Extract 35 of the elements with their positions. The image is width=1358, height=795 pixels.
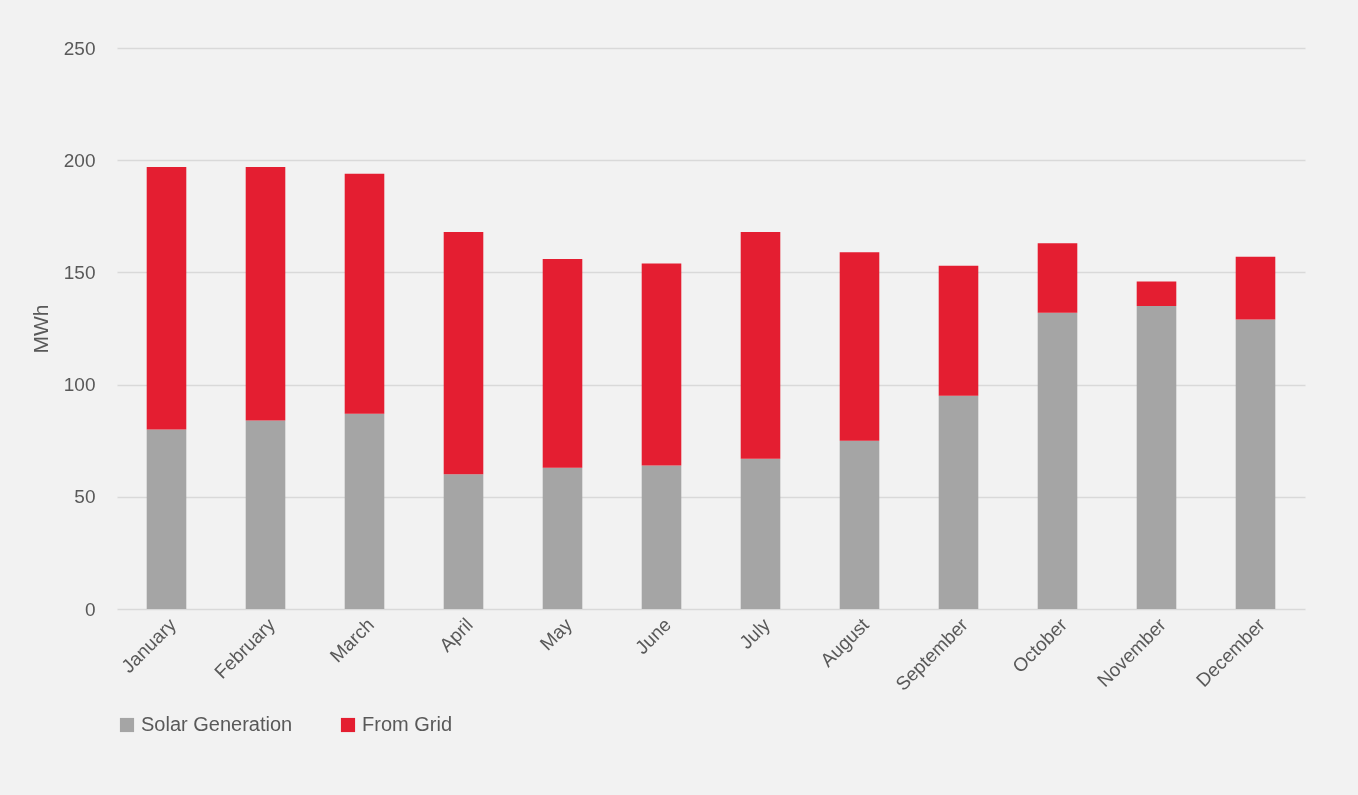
- bar: [839, 252, 880, 441]
- y-tick-label: 50: [74, 486, 96, 508]
- x-tick-label: July: [735, 613, 775, 653]
- bar: [740, 458, 781, 609]
- bar: [245, 420, 286, 609]
- x-tick-label: May: [535, 613, 577, 655]
- bar: [1235, 256, 1276, 320]
- y-tick-label: 250: [63, 37, 96, 59]
- bar: [542, 258, 583, 468]
- bar: [839, 440, 880, 609]
- bar: [740, 232, 781, 459]
- legend-label: Solar Generation: [141, 713, 293, 735]
- bar: [1037, 243, 1078, 313]
- bar: [641, 465, 682, 609]
- y-tick-label: 0: [84, 598, 96, 620]
- bar: [1037, 312, 1078, 609]
- y-tick-label: 100: [63, 374, 96, 396]
- bar: [146, 166, 187, 430]
- bar: [1136, 306, 1177, 609]
- bar: [542, 467, 583, 609]
- bar: [443, 232, 484, 475]
- y-tick-label: 150: [63, 261, 96, 283]
- bar: [1136, 281, 1177, 307]
- bar: [245, 166, 286, 421]
- y-axis-title: MWh: [28, 304, 52, 354]
- bar: [938, 395, 979, 609]
- bar: [344, 413, 385, 609]
- bar: [1235, 319, 1276, 609]
- bar: [146, 429, 187, 609]
- bar: [641, 263, 682, 466]
- bar: [443, 474, 484, 609]
- bar: [344, 173, 385, 414]
- bar: [938, 265, 979, 396]
- legend-label: From Grid: [362, 713, 452, 735]
- y-tick-label: 200: [63, 149, 96, 171]
